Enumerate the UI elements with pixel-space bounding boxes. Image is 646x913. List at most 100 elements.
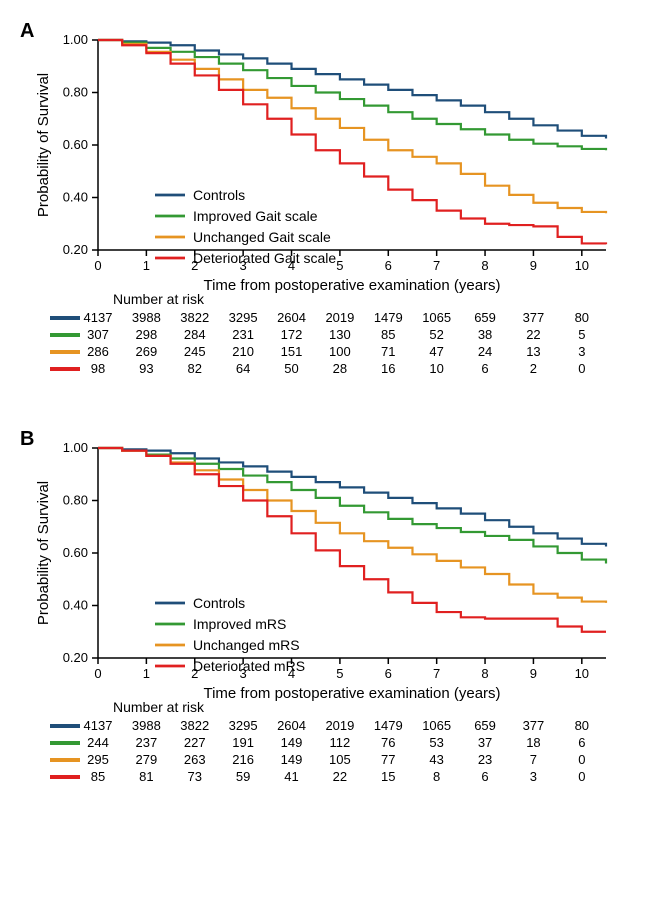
y-axis-label: Probability of Survival — [35, 481, 52, 625]
risk-cell: 149 — [281, 752, 303, 767]
legend: Controls Improved Gait scale Unchanged Gai… — [155, 187, 336, 266]
risk-cell: 50 — [284, 361, 298, 376]
legend-label: Improved Gait scale — [193, 208, 318, 224]
risk-cell: 23 — [478, 752, 492, 767]
risk-cell: 13 — [526, 344, 540, 359]
risk-cell: 210 — [232, 344, 254, 359]
risk-cell: 149 — [281, 735, 303, 750]
x-tick-label: 5 — [336, 666, 343, 681]
risk-cell: 172 — [281, 327, 303, 342]
series-2 — [98, 40, 606, 213]
risk-cell: 22 — [526, 327, 540, 342]
risk-cell: 105 — [329, 752, 351, 767]
risk-cell: 41 — [284, 769, 298, 784]
x-tick-label: 8 — [481, 258, 488, 273]
risk-cell: 98 — [91, 361, 105, 376]
risk-table: Number at risk41373988382232952604201914… — [50, 291, 589, 376]
risk-cell: 2 — [530, 361, 537, 376]
risk-cell: 151 — [281, 344, 303, 359]
risk-cell: 1065 — [422, 310, 451, 325]
panel-b: B0.200.400.600.801.00Probability of Surv… — [20, 428, 626, 806]
x-tick-label: 9 — [530, 666, 537, 681]
risk-table-header: Number at risk — [113, 291, 205, 307]
risk-cell: 237 — [136, 735, 158, 750]
series-3 — [98, 40, 606, 244]
x-tick-label: 0 — [94, 258, 101, 273]
risk-cell: 28 — [333, 361, 347, 376]
risk-cell: 82 — [188, 361, 202, 376]
risk-cell: 47 — [429, 344, 443, 359]
panel-label-a: A — [20, 20, 34, 43]
chart-area: 0.200.400.600.801.00Probability of Survi… — [35, 32, 606, 294]
risk-cell: 2019 — [325, 310, 354, 325]
risk-cell: 1479 — [374, 310, 403, 325]
risk-cell: 3 — [578, 344, 585, 359]
risk-cell: 298 — [136, 327, 158, 342]
risk-cell: 85 — [381, 327, 395, 342]
legend-label: Improved mRS — [193, 616, 286, 632]
risk-cell: 71 — [381, 344, 395, 359]
risk-cell: 22 — [333, 769, 347, 784]
risk-cell: 377 — [523, 310, 545, 325]
legend-label: Unchanged mRS — [193, 637, 300, 653]
series-2 — [98, 448, 606, 603]
risk-cell: 659 — [474, 718, 496, 733]
risk-table-header: Number at risk — [113, 699, 205, 715]
x-tick-label: 10 — [575, 666, 589, 681]
legend-label: Controls — [193, 187, 245, 203]
risk-cell: 37 — [478, 735, 492, 750]
risk-cell: 100 — [329, 344, 351, 359]
risk-cell: 269 — [136, 344, 158, 359]
risk-cell: 52 — [429, 327, 443, 342]
y-tick-label: 0.60 — [63, 545, 88, 560]
y-tick-label: 0.20 — [63, 650, 88, 665]
y-tick-label: 1.00 — [63, 440, 88, 455]
risk-cell: 244 — [87, 735, 109, 750]
risk-cell: 0 — [578, 752, 585, 767]
series-0 — [98, 40, 606, 138]
risk-cell: 6 — [578, 735, 585, 750]
legend-label: Deteriorated mRS — [193, 658, 305, 674]
risk-cell: 76 — [381, 735, 395, 750]
risk-cell: 77 — [381, 752, 395, 767]
chart-area: 0.200.400.600.801.00Probability of Survi… — [35, 440, 606, 702]
y-tick-label: 0.40 — [63, 190, 88, 205]
risk-cell: 295 — [87, 752, 109, 767]
risk-cell: 15 — [381, 769, 395, 784]
series-1 — [98, 40, 606, 150]
risk-cell: 3822 — [180, 718, 209, 733]
risk-cell: 231 — [232, 327, 254, 342]
risk-cell: 1479 — [374, 718, 403, 733]
y-tick-label: 0.80 — [63, 85, 88, 100]
risk-cell: 2019 — [325, 718, 354, 733]
risk-cell: 8 — [433, 769, 440, 784]
risk-cell: 24 — [478, 344, 492, 359]
risk-cell: 73 — [188, 769, 202, 784]
risk-cell: 263 — [184, 752, 206, 767]
risk-cell: 80 — [575, 310, 589, 325]
risk-cell: 307 — [87, 327, 109, 342]
risk-cell: 93 — [139, 361, 153, 376]
risk-table: Number at risk41373988382232952604201914… — [50, 699, 589, 784]
risk-cell: 216 — [232, 752, 254, 767]
risk-cell: 3295 — [229, 718, 258, 733]
legend: ControlsImproved mRSUnchanged mRSDeterio… — [155, 595, 305, 674]
risk-cell: 18 — [526, 735, 540, 750]
x-tick-label: 5 — [336, 258, 343, 273]
x-tick-label: 7 — [433, 666, 440, 681]
panel-a: A0.200.400.600.801.00Probability of Surv… — [20, 20, 626, 398]
risk-cell: 377 — [523, 718, 545, 733]
risk-cell: 38 — [478, 327, 492, 342]
risk-cell: 279 — [136, 752, 158, 767]
risk-cell: 191 — [232, 735, 254, 750]
x-tick-label: 7 — [433, 258, 440, 273]
risk-cell: 5 — [578, 327, 585, 342]
risk-cell: 43 — [429, 752, 443, 767]
legend-label: Unchanged Gait scale — [193, 229, 331, 245]
x-axis-label: Time from postoperative examination (yea… — [203, 277, 500, 294]
series-1 — [98, 448, 606, 564]
risk-cell: 659 — [474, 310, 496, 325]
x-tick-label: 1 — [143, 258, 150, 273]
risk-cell: 81 — [139, 769, 153, 784]
risk-cell: 130 — [329, 327, 351, 342]
